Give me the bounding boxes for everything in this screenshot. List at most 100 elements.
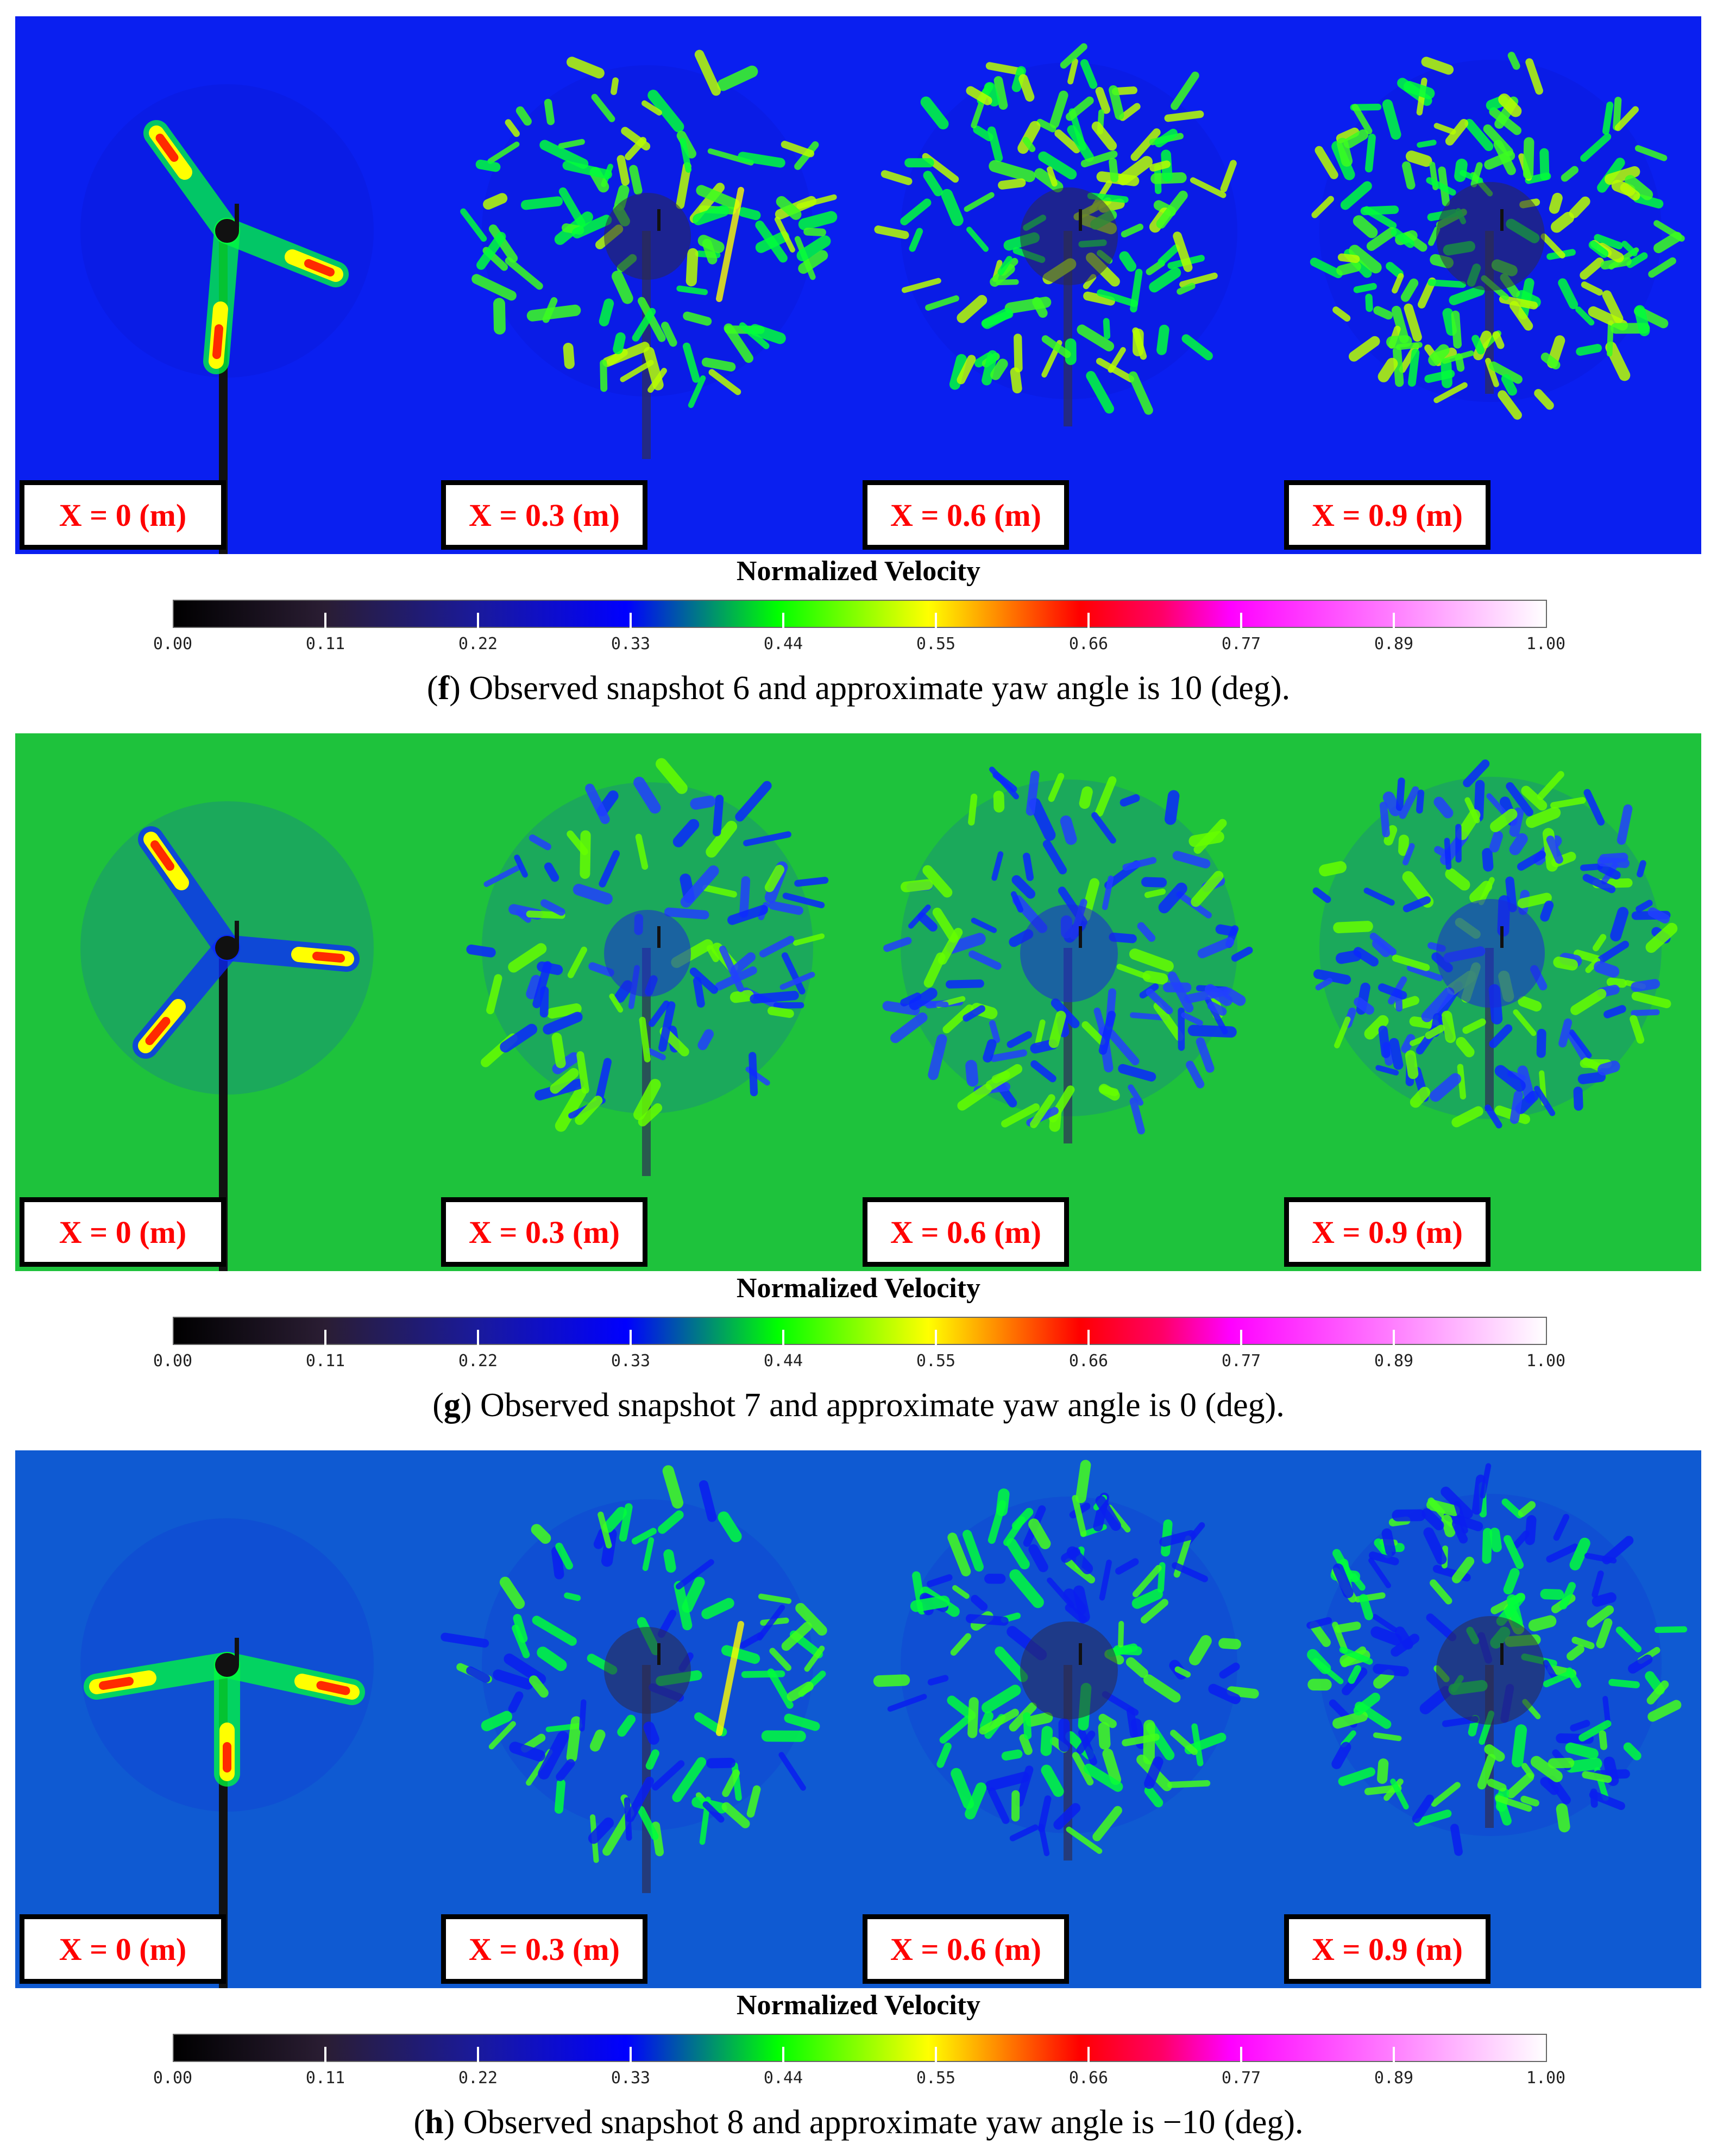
- velocity-contour-panel: X = 0 (m): [15, 1450, 437, 1988]
- velocity-contour-panel: X = 0.9 (m): [1280, 1450, 1701, 1988]
- panel-row: X = 0 (m) X = 0.3 (m) X = 0.6 (m) X = 0.9 (…: [15, 1450, 1702, 1988]
- panel-row: X = 0 (m) X = 0.3 (m) X = 0.6 (m) X = 0.9 (…: [15, 733, 1702, 1271]
- colorbar-tick-label: 0.33: [611, 1352, 651, 1371]
- contour-plot: [1280, 16, 1701, 554]
- colorbar-tick: [324, 2047, 326, 2062]
- contour-plot: [15, 1450, 437, 1988]
- x-position-label: X = 0.6 (m): [863, 1914, 1069, 1984]
- contour-plot: [437, 16, 858, 554]
- x-position-label: X = 0 (m): [20, 480, 226, 550]
- colorbar-tick-label: 0.00: [153, 1352, 193, 1371]
- colorbar-tick-label: 1.00: [1526, 1352, 1566, 1371]
- figure-caption: (g) Observed snapshot 7 and approximate …: [432, 1387, 1285, 1424]
- colorbar-tick: [1087, 2047, 1090, 2062]
- caption-text: Observed snapshot 6 and approximate yaw …: [460, 670, 1291, 707]
- colorbar-tick: [1087, 1330, 1090, 1345]
- colorbar-tick: [935, 613, 937, 628]
- colorbar-tick: [630, 613, 632, 628]
- contour-plot: [858, 1450, 1280, 1988]
- colorbar-tick-label: 0.89: [1374, 634, 1414, 653]
- colorbar-tick-label: 0.11: [305, 634, 345, 653]
- colorbar-tick-label: 0.77: [1221, 634, 1261, 653]
- contour-plot: [437, 733, 858, 1271]
- colorbar-title: Normalized Velocity: [736, 1273, 981, 1304]
- velocity-contour-panel: X = 0.3 (m): [437, 16, 858, 554]
- colorbar-title: Normalized Velocity: [736, 1990, 981, 2021]
- velocity-contour-panel: X = 0.6 (m): [858, 1450, 1280, 1988]
- contour-plot: [1280, 733, 1701, 1271]
- x-position-label: X = 0.3 (m): [441, 480, 647, 550]
- contour-plot: [858, 16, 1280, 554]
- x-position-label: X = 0.3 (m): [441, 1197, 647, 1267]
- colorbar-tick: [782, 2047, 784, 2062]
- colorbar: [173, 1317, 1547, 1345]
- velocity-contour-panel: X = 0 (m): [15, 16, 437, 554]
- velocity-contour-panel: X = 0.3 (m): [437, 1450, 858, 1988]
- contour-plot: [1280, 1450, 1701, 1988]
- colorbar-tick-label: 0.33: [611, 2069, 651, 2088]
- figure-g: X = 0 (m) X = 0.3 (m) X = 0.6 (m) X = 0.9 (…: [0, 717, 1717, 1435]
- colorbar-tick-label: 0.00: [153, 2069, 193, 2088]
- colorbar-tick-label: 0.22: [458, 1352, 498, 1371]
- colorbar-tick: [477, 1330, 479, 1345]
- subfigure-letter: h: [425, 2104, 444, 2141]
- colorbar-tick-label: 0.55: [916, 2069, 956, 2088]
- figure-caption: (f) Observed snapshot 6 and approximate …: [426, 670, 1291, 707]
- colorbar-tick: [1240, 2047, 1242, 2062]
- colorbar-tick-label: 0.44: [763, 634, 803, 653]
- subfigure-letter: f: [438, 670, 450, 707]
- colorbar-tick: [782, 1330, 784, 1345]
- x-position-label: X = 0.6 (m): [863, 480, 1069, 550]
- contour-plot: [858, 733, 1280, 1271]
- x-position-label: X = 0.6 (m): [863, 1197, 1069, 1267]
- velocity-contour-panel: X = 0.9 (m): [1280, 16, 1701, 554]
- colorbar: [173, 2034, 1547, 2062]
- colorbar-tick-label: 1.00: [1526, 2069, 1566, 2088]
- colorbar-tick: [1393, 1330, 1395, 1345]
- colorbar-tick: [630, 2047, 632, 2062]
- colorbar-tick: [1240, 613, 1242, 628]
- colorbar-tick-label: 0.11: [305, 2069, 345, 2088]
- velocity-contour-panel: X = 0.3 (m): [437, 733, 858, 1271]
- colorbar-tick: [1087, 613, 1090, 628]
- figure-f: X = 0 (m) X = 0.3 (m) X = 0.6 (m) X = 0.9 (…: [0, 0, 1717, 718]
- velocity-contour-panel: X = 0.6 (m): [858, 16, 1280, 554]
- colorbar-tick-label: 0.22: [458, 634, 498, 653]
- colorbar-tick-label: 0.66: [1068, 1352, 1109, 1371]
- colorbar-tick-label: 0.66: [1068, 634, 1109, 653]
- colorbar: [173, 600, 1547, 628]
- colorbar-tick: [324, 613, 326, 628]
- panel-row: X = 0 (m) X = 0.3 (m) X = 0.6 (m) X = 0.9 (…: [15, 16, 1702, 554]
- colorbar-tick: [782, 613, 784, 628]
- colorbar-tick-label: 0.89: [1374, 2069, 1414, 2088]
- colorbar-tick-label: 0.77: [1221, 2069, 1261, 2088]
- colorbar-tick: [1393, 613, 1395, 628]
- colorbar-title: Normalized Velocity: [736, 556, 981, 587]
- colorbar-tick-label: 0.77: [1221, 1352, 1261, 1371]
- figure-h: X = 0 (m) X = 0.3 (m) X = 0.6 (m) X = 0.9 (…: [0, 1434, 1717, 2152]
- colorbar-tick-label: 0.55: [916, 634, 956, 653]
- colorbar-tick: [935, 2047, 937, 2062]
- colorbar-tick-label: 1.00: [1526, 634, 1566, 653]
- colorbar-tick: [477, 613, 479, 628]
- x-position-label: X = 0.9 (m): [1284, 1197, 1490, 1267]
- x-position-label: X = 0 (m): [20, 1197, 226, 1267]
- colorbar-tick: [935, 1330, 937, 1345]
- colorbar-tick-label: 0.00: [153, 634, 193, 653]
- colorbar-tick-label: 0.44: [763, 1352, 803, 1371]
- caption-text: Observed snapshot 7 and approximate yaw …: [471, 1387, 1285, 1424]
- colorbar-tick: [1240, 1330, 1242, 1345]
- colorbar-tick-label: 0.66: [1068, 2069, 1109, 2088]
- colorbar-tick: [324, 1330, 326, 1345]
- x-position-label: X = 0 (m): [20, 1914, 226, 1984]
- figure-caption: (h) Observed snapshot 8 and approximate …: [413, 2104, 1304, 2141]
- colorbar-tick-label: 0.11: [305, 1352, 345, 1371]
- colorbar-tick-label: 0.55: [916, 1352, 956, 1371]
- colorbar-tick-label: 0.89: [1374, 1352, 1414, 1371]
- colorbar-tick: [1393, 2047, 1395, 2062]
- velocity-contour-panel: X = 0 (m): [15, 733, 437, 1271]
- colorbar-tick: [630, 1330, 632, 1345]
- velocity-contour-panel: X = 0.9 (m): [1280, 733, 1701, 1271]
- contour-plot: [437, 1450, 858, 1988]
- colorbar-tick-label: 0.44: [763, 2069, 803, 2088]
